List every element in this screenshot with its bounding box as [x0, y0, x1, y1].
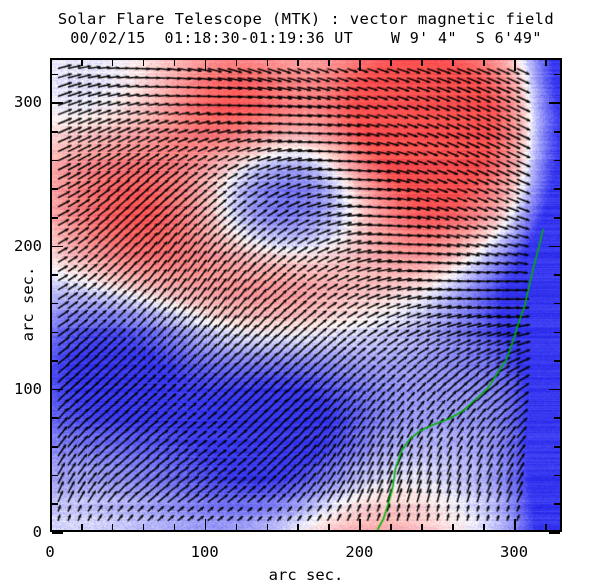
y-tick-left	[52, 532, 63, 534]
x-tick-bottom	[80, 524, 83, 530]
y-tick-left	[52, 274, 58, 276]
x-tick-bottom	[390, 524, 392, 530]
y-tick-right	[554, 417, 560, 420]
x-tick-top	[544, 60, 547, 66]
x-tick-top	[421, 60, 423, 66]
x-tick-top	[452, 60, 454, 66]
x-tick-bottom	[328, 524, 331, 530]
x-tick-top	[328, 60, 331, 66]
y-tick-right	[549, 245, 560, 248]
x-tick-bottom	[111, 524, 114, 530]
magnetogram-plot-area	[50, 58, 562, 532]
y-tick-left	[52, 417, 58, 420]
y-tick-left	[52, 331, 58, 334]
y-tick-right	[554, 73, 560, 76]
x-tick-bottom	[266, 524, 269, 530]
y-tick-right	[554, 274, 560, 276]
y-tick-right	[554, 474, 560, 477]
y-tick-right	[554, 131, 560, 133]
x-tick-bottom	[514, 519, 516, 530]
y-tick-right	[554, 159, 560, 162]
x-tick-top	[359, 60, 361, 71]
x-tick-top	[297, 60, 300, 66]
y-tick-left	[52, 474, 58, 477]
x-tick-top	[235, 60, 238, 66]
y-tick-right	[549, 102, 560, 104]
x-tick-bottom	[173, 524, 176, 530]
chart-title: Solar Flare Telescope (MTK) : vector mag…	[57, 10, 555, 28]
y-tick-right	[549, 388, 560, 391]
x-tick-label: 0	[45, 543, 55, 561]
x-tick-top	[173, 60, 176, 66]
y-tick-left	[52, 446, 58, 448]
y-tick-left	[52, 131, 58, 133]
chart-subtitle: 00/02/15 01:18:30-01:19:36 UT W 9' 4" S …	[70, 29, 542, 47]
x-tick-bottom	[204, 519, 207, 530]
x-tick-top	[483, 60, 485, 66]
y-tick-left	[52, 302, 58, 305]
x-tick-top	[50, 60, 52, 71]
x-tick-bottom	[421, 524, 423, 530]
x-tick-bottom	[50, 519, 52, 530]
y-tick-left	[52, 216, 58, 219]
x-tick-label: 100	[190, 543, 219, 561]
vector-magnetic-field-canvas	[52, 60, 560, 530]
y-tick-label: 200	[14, 236, 42, 255]
x-tick-bottom	[235, 524, 238, 530]
x-tick-top	[204, 60, 207, 71]
x-axis-title: arc sec.	[268, 566, 344, 584]
x-tick-bottom	[297, 524, 300, 530]
x-tick-top	[266, 60, 269, 66]
y-tick-left	[52, 188, 58, 190]
x-tick-bottom	[483, 524, 485, 530]
x-tick-label: 300	[500, 543, 529, 561]
y-tick-right	[554, 446, 560, 448]
y-tick-left	[52, 245, 63, 248]
x-tick-bottom	[544, 524, 547, 530]
y-tick-left	[52, 360, 58, 362]
x-tick-top	[142, 60, 145, 66]
y-tick-right	[554, 188, 560, 190]
y-tick-right	[554, 216, 560, 219]
y-tick-right	[554, 503, 560, 505]
y-tick-right	[554, 302, 560, 305]
y-tick-label: 100	[14, 379, 42, 398]
y-axis-title: arc sec.	[19, 266, 37, 342]
x-tick-top	[80, 60, 83, 66]
chart-title-block: Solar Flare Telescope (MTK) : vector mag…	[0, 10, 612, 48]
y-tick-right	[549, 532, 560, 534]
x-tick-top	[514, 60, 516, 71]
x-tick-bottom	[142, 524, 145, 530]
y-tick-left	[52, 159, 58, 162]
y-tick-left	[52, 102, 63, 104]
x-tick-top	[390, 60, 392, 66]
y-tick-left	[52, 503, 58, 505]
y-tick-label: 300	[14, 93, 42, 112]
y-tick-right	[554, 331, 560, 334]
y-tick-left	[52, 388, 63, 391]
x-tick-label: 200	[345, 543, 374, 561]
y-tick-left	[52, 73, 58, 76]
y-tick-label: 0	[32, 523, 42, 541]
x-tick-top	[111, 60, 114, 66]
x-tick-bottom	[359, 519, 361, 530]
y-tick-right	[554, 360, 560, 362]
x-tick-bottom	[452, 524, 454, 530]
